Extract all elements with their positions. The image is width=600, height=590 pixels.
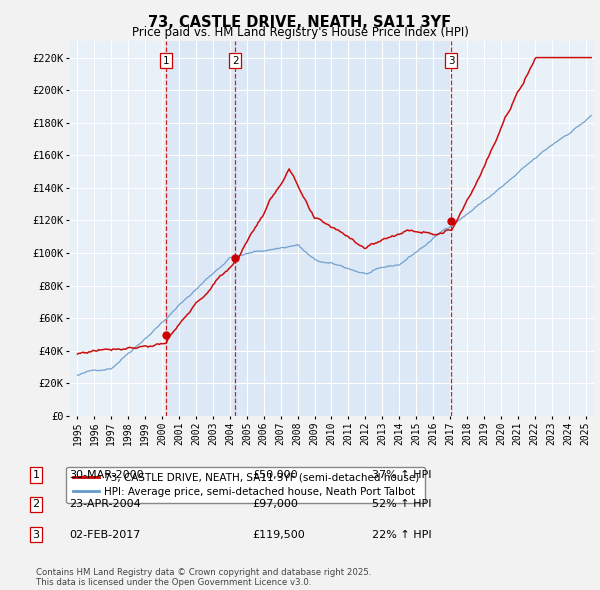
Text: £50,000: £50,000 [252, 470, 298, 480]
Text: 02-FEB-2017: 02-FEB-2017 [69, 530, 140, 539]
Text: 30-MAR-2000: 30-MAR-2000 [69, 470, 143, 480]
Text: £97,000: £97,000 [252, 500, 298, 509]
Text: Price paid vs. HM Land Registry's House Price Index (HPI): Price paid vs. HM Land Registry's House … [131, 26, 469, 39]
Text: £119,500: £119,500 [252, 530, 305, 539]
Text: 52% ↑ HPI: 52% ↑ HPI [372, 500, 431, 509]
Text: 73, CASTLE DRIVE, NEATH, SA11 3YF: 73, CASTLE DRIVE, NEATH, SA11 3YF [148, 15, 452, 30]
Text: 3: 3 [448, 56, 455, 66]
Legend: 73, CASTLE DRIVE, NEATH, SA11 3YF (semi-detached house), HPI: Average price, sem: 73, CASTLE DRIVE, NEATH, SA11 3YF (semi-… [67, 467, 425, 503]
Text: 2: 2 [232, 56, 238, 66]
Text: 3: 3 [32, 530, 40, 539]
Text: 23-APR-2004: 23-APR-2004 [69, 500, 141, 509]
Text: 37% ↑ HPI: 37% ↑ HPI [372, 470, 431, 480]
Text: 22% ↑ HPI: 22% ↑ HPI [372, 530, 431, 539]
Text: 1: 1 [32, 470, 40, 480]
Text: 1: 1 [163, 56, 170, 66]
Bar [166, 41, 235, 416]
Bar [235, 41, 451, 416]
Text: Contains HM Land Registry data © Crown copyright and database right 2025.
This d: Contains HM Land Registry data © Crown c… [36, 568, 371, 587]
Text: 2: 2 [32, 500, 40, 509]
